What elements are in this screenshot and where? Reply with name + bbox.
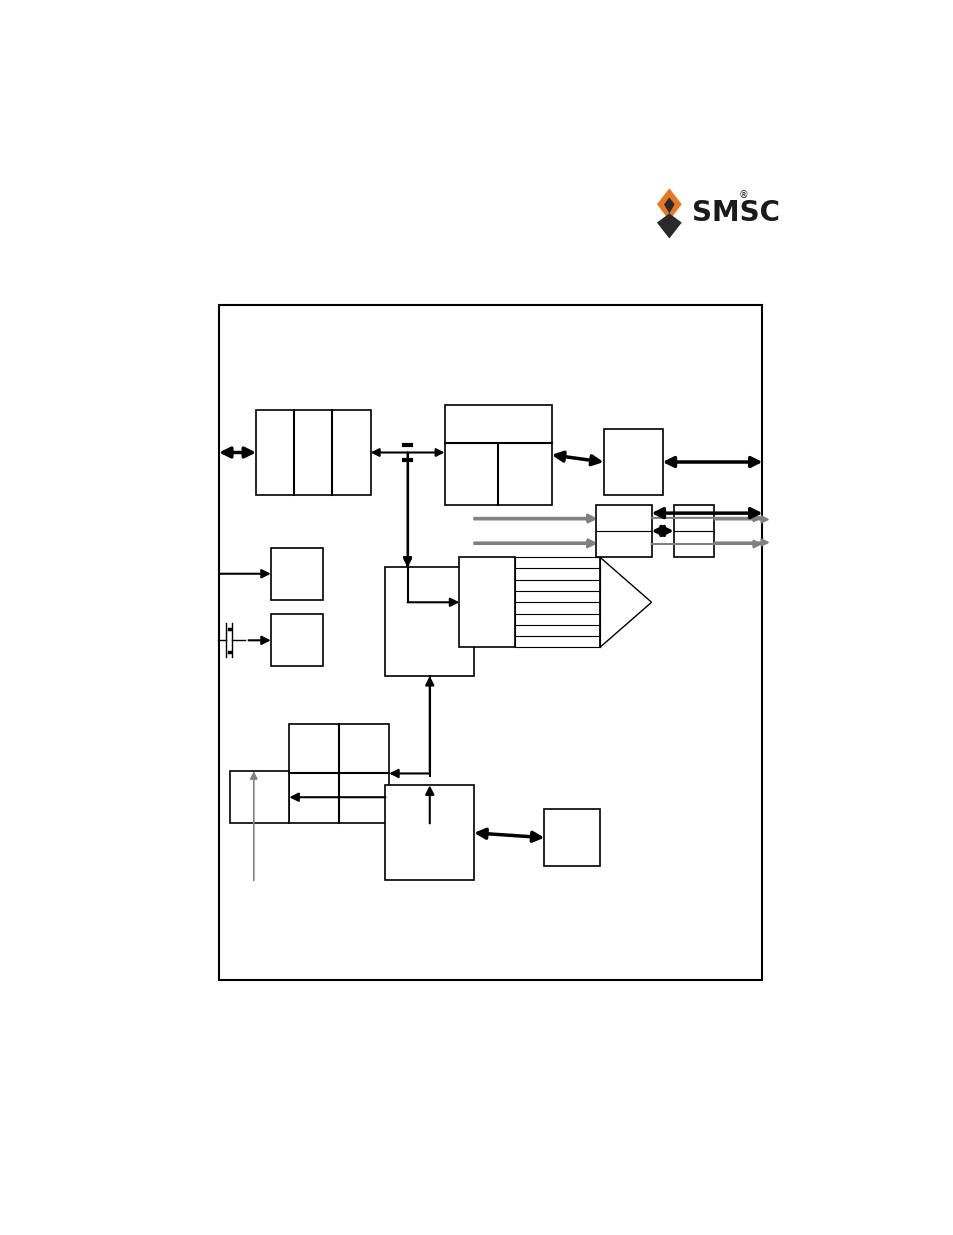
Text: SMSC: SMSC	[692, 199, 780, 227]
Polygon shape	[657, 214, 681, 238]
Bar	[385, 567, 474, 676]
Bar	[444, 405, 551, 505]
Bar	[289, 724, 389, 824]
Text: ®: ®	[739, 190, 748, 200]
Polygon shape	[657, 188, 681, 220]
Bar	[596, 505, 651, 557]
Bar	[603, 429, 662, 495]
Bar	[385, 785, 474, 881]
Bar	[271, 614, 322, 667]
Bar	[459, 557, 515, 647]
Bar	[255, 410, 370, 495]
Bar	[544, 809, 599, 866]
Bar	[219, 305, 761, 981]
Bar	[230, 771, 289, 824]
Bar	[673, 505, 714, 557]
Polygon shape	[663, 198, 674, 214]
Bar	[271, 547, 322, 600]
